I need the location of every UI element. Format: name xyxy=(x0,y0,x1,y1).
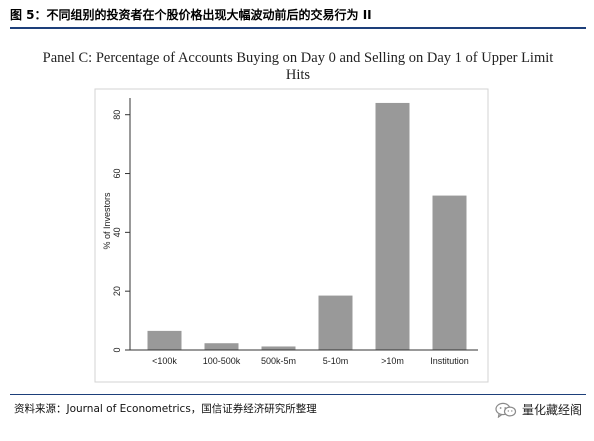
x-tick-label-3: 500k-5m xyxy=(261,356,296,366)
source-rule xyxy=(10,394,586,395)
y-tick-label-40: 40 xyxy=(112,227,122,237)
x-tick-label-4: 5-10m xyxy=(323,356,349,366)
header-rule xyxy=(10,27,586,29)
y-tick-label-0: 0 xyxy=(112,347,122,352)
y-axis-title: % of Investors xyxy=(102,192,112,250)
chart-title-line-1: Panel C: Percentage of Accounts Buying o… xyxy=(42,50,554,66)
x-tick-label-5: >10m xyxy=(381,356,404,366)
source-note: 资料来源：Journal of Econometrics，国信证券经济研究所整理 xyxy=(14,403,317,415)
wechat-icon xyxy=(495,402,517,418)
x-tick-label-2: 100-500k xyxy=(203,356,241,366)
figure-header: 图 5：不同组别的投资者在个股价格出现大幅波动前后的交易行为 II xyxy=(10,6,586,29)
x-tick-label-6: Institution xyxy=(430,356,469,366)
bar-2 xyxy=(204,343,239,350)
figure-caption: 图 5：不同组别的投资者在个股价格出现大幅波动前后的交易行为 II xyxy=(10,8,372,22)
y-tick-label-20: 20 xyxy=(112,286,122,296)
watermark-text: 量化藏经阁 xyxy=(521,403,582,417)
chart-title-line-2: Hits xyxy=(285,67,311,83)
watermark: 量化藏经阁 xyxy=(495,401,582,418)
bar-6 xyxy=(432,195,467,350)
bar-3 xyxy=(261,346,296,350)
bar-1 xyxy=(147,330,182,350)
y-tick-label-80: 80 xyxy=(112,110,122,120)
chart-title: Panel C: Percentage of Accounts Buying o… xyxy=(10,50,586,84)
y-tick-label-60: 60 xyxy=(112,169,122,179)
bar-5 xyxy=(375,102,410,350)
bar-4 xyxy=(318,295,353,350)
x-tick-label-1: <100k xyxy=(152,356,177,366)
